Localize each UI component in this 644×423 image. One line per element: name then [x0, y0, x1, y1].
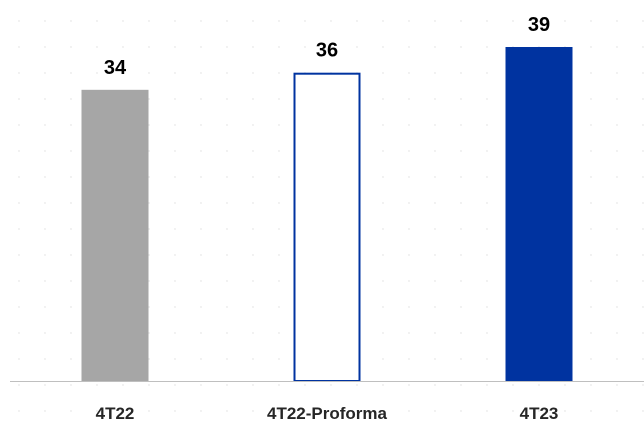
bar-4t22 — [81, 89, 149, 382]
value-label-4t22: 34 — [104, 57, 127, 79]
value-labels-layer: 34 36 39 — [104, 14, 550, 79]
x-tick-label-4t23: 4T23 — [520, 404, 559, 423]
bars-layer — [81, 47, 573, 382]
bar-4t23 — [505, 47, 573, 381]
x-tick-labels-layer: 4T22 4T22-Proforma 4T23 — [96, 404, 559, 423]
x-tick-label-4t22-proforma: 4T22-Proforma — [267, 404, 388, 423]
bar-4t22-proforma — [293, 72, 361, 382]
x-tick-label-4t22: 4T22 — [96, 404, 135, 423]
value-label-4t23: 39 — [528, 14, 550, 36]
value-label-4t22-proforma: 36 — [316, 40, 338, 62]
